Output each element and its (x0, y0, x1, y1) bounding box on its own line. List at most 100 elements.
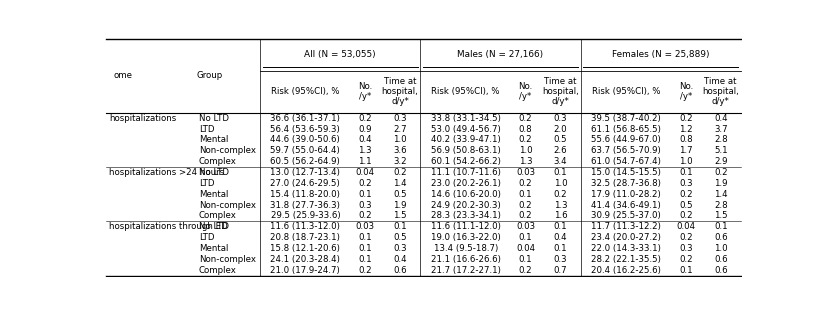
Text: 0.8: 0.8 (679, 135, 693, 144)
Text: hospitalizations >24 hours: hospitalizations >24 hours (109, 168, 224, 177)
Text: No.
/y*: No. /y* (358, 82, 372, 101)
Text: 0.1: 0.1 (393, 222, 407, 231)
Text: 1.3: 1.3 (358, 146, 372, 155)
Text: 0.2: 0.2 (519, 266, 532, 275)
Text: 63.7 (56.5-70.9): 63.7 (56.5-70.9) (591, 146, 661, 155)
Text: 1.4: 1.4 (393, 179, 407, 188)
Text: Time at
hospital,
d/y*: Time at hospital, d/y* (542, 77, 578, 106)
Text: 44.6 (39.0-50.6): 44.6 (39.0-50.6) (270, 135, 340, 144)
Text: 55.6 (44.9-67.0): 55.6 (44.9-67.0) (591, 135, 661, 144)
Text: Risk (95%CI), %: Risk (95%CI), % (432, 87, 500, 96)
Text: 0.2: 0.2 (519, 211, 532, 220)
Text: 3.2: 3.2 (393, 157, 407, 166)
Text: 17.9 (11.0-28.2): 17.9 (11.0-28.2) (591, 190, 661, 199)
Text: 0.04: 0.04 (356, 168, 375, 177)
Text: Complex: Complex (199, 157, 236, 166)
Text: 0.1: 0.1 (358, 244, 372, 253)
Text: 1.7: 1.7 (679, 146, 693, 155)
Text: 0.6: 0.6 (393, 266, 407, 275)
Text: 0.2: 0.2 (358, 114, 372, 123)
Text: 2.6: 2.6 (554, 146, 567, 155)
Text: 11.1 (10.7-11.6): 11.1 (10.7-11.6) (431, 168, 501, 177)
Text: 41.4 (34.6-49.1): 41.4 (34.6-49.1) (591, 201, 661, 210)
Text: Risk (95%CI), %: Risk (95%CI), % (592, 87, 660, 96)
Text: 11.7 (11.3-12.2): 11.7 (11.3-12.2) (591, 222, 661, 231)
Text: No LTD: No LTD (199, 114, 229, 123)
Text: 0.1: 0.1 (679, 266, 693, 275)
Text: 1.1: 1.1 (358, 157, 372, 166)
Text: 0.1: 0.1 (554, 222, 567, 231)
Text: 0.1: 0.1 (554, 244, 567, 253)
Text: 23.4 (20.0-27.2): 23.4 (20.0-27.2) (591, 233, 661, 242)
Text: 0.5: 0.5 (393, 233, 407, 242)
Text: 15.4 (11.8-20.0): 15.4 (11.8-20.0) (270, 190, 340, 199)
Text: No.
/y*: No. /y* (518, 82, 533, 101)
Text: 0.2: 0.2 (679, 190, 693, 199)
Text: 0.2: 0.2 (393, 168, 407, 177)
Text: 28.2 (22.1-35.5): 28.2 (22.1-35.5) (591, 255, 661, 264)
Text: 0.5: 0.5 (679, 201, 693, 210)
Text: 0.2: 0.2 (519, 135, 532, 144)
Text: 0.1: 0.1 (679, 168, 693, 177)
Text: 60.1 (54.2-66.2): 60.1 (54.2-66.2) (431, 157, 501, 166)
Text: 0.1: 0.1 (554, 168, 567, 177)
Text: 13.4 (9.5-18.7): 13.4 (9.5-18.7) (433, 244, 498, 253)
Text: LTD: LTD (199, 233, 214, 242)
Text: 3.4: 3.4 (554, 157, 567, 166)
Text: 5.1: 5.1 (714, 146, 728, 155)
Text: 24.1 (20.3-28.4): 24.1 (20.3-28.4) (270, 255, 340, 264)
Text: 0.4: 0.4 (554, 233, 567, 242)
Text: 11.6 (11.1-12.0): 11.6 (11.1-12.0) (431, 222, 501, 231)
Text: 1.4: 1.4 (714, 190, 728, 199)
Text: Mental: Mental (199, 135, 228, 144)
Text: 32.5 (28.7-36.8): 32.5 (28.7-36.8) (591, 179, 661, 188)
Text: 0.2: 0.2 (519, 201, 532, 210)
Text: 0.1: 0.1 (714, 222, 728, 231)
Text: 0.2: 0.2 (358, 179, 372, 188)
Text: 0.1: 0.1 (519, 233, 532, 242)
Text: 0.2: 0.2 (358, 266, 372, 275)
Text: 1.9: 1.9 (393, 201, 407, 210)
Text: Females (N = 25,889): Females (N = 25,889) (612, 50, 709, 59)
Text: 0.03: 0.03 (516, 168, 535, 177)
Text: 0.2: 0.2 (679, 114, 693, 123)
Text: 0.8: 0.8 (519, 124, 532, 133)
Text: 61.1 (56.8-65.5): 61.1 (56.8-65.5) (591, 124, 661, 133)
Text: 1.5: 1.5 (714, 211, 728, 220)
Text: 0.2: 0.2 (679, 211, 693, 220)
Text: 0.5: 0.5 (393, 190, 407, 199)
Text: 0.03: 0.03 (356, 222, 375, 231)
Text: 0.2: 0.2 (358, 211, 372, 220)
Text: Risk (95%CI), %: Risk (95%CI), % (271, 87, 339, 96)
Text: Group: Group (197, 71, 223, 80)
Text: 0.6: 0.6 (714, 233, 728, 242)
Text: No.
/y*: No. /y* (679, 82, 693, 101)
Text: 0.9: 0.9 (358, 124, 372, 133)
Text: 2.8: 2.8 (714, 135, 728, 144)
Text: 31.8 (27.7-36.3): 31.8 (27.7-36.3) (270, 201, 340, 210)
Text: 24.9 (20.2-30.3): 24.9 (20.2-30.3) (431, 201, 500, 210)
Text: 22.0 (14.3-33.1): 22.0 (14.3-33.1) (591, 244, 661, 253)
Text: 1.2: 1.2 (679, 124, 693, 133)
Text: 40.2 (33.9-47.1): 40.2 (33.9-47.1) (431, 135, 500, 144)
Text: 2.0: 2.0 (554, 124, 567, 133)
Text: 15.0 (14.5-15.5): 15.0 (14.5-15.5) (591, 168, 661, 177)
Text: 0.03: 0.03 (516, 222, 535, 231)
Text: 0.3: 0.3 (679, 179, 693, 188)
Text: hospitalizations through ED: hospitalizations through ED (109, 222, 227, 231)
Text: 0.4: 0.4 (393, 255, 407, 264)
Text: 0.2: 0.2 (714, 168, 728, 177)
Text: 23.0 (20.2-26.1): 23.0 (20.2-26.1) (431, 179, 501, 188)
Text: 0.2: 0.2 (519, 179, 532, 188)
Text: 1.0: 1.0 (714, 244, 728, 253)
Text: 0.04: 0.04 (516, 244, 535, 253)
Text: 1.9: 1.9 (714, 179, 728, 188)
Text: 3.7: 3.7 (714, 124, 728, 133)
Text: 27.0 (24.6-29.5): 27.0 (24.6-29.5) (270, 179, 340, 188)
Text: 21.0 (17.9-24.7): 21.0 (17.9-24.7) (270, 266, 340, 275)
Text: Non-complex: Non-complex (199, 255, 256, 264)
Text: 0.5: 0.5 (554, 135, 567, 144)
Text: No LTD: No LTD (199, 168, 229, 177)
Text: 0.1: 0.1 (519, 255, 532, 264)
Text: 19.0 (16.3-22.0): 19.0 (16.3-22.0) (431, 233, 500, 242)
